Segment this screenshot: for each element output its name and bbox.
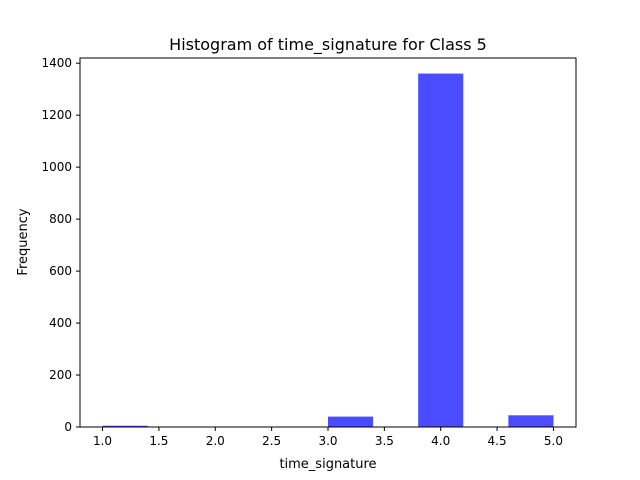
x-axis-label: time_signature (279, 457, 376, 472)
histogram-bar (102, 425, 148, 427)
y-tick-label: 1400 (41, 56, 72, 70)
y-tick-label: 400 (49, 316, 72, 330)
chart-title: Histogram of time_signature for Class 5 (169, 35, 487, 55)
y-tick-label: 0 (64, 420, 72, 434)
y-tick-label: 1200 (41, 108, 72, 122)
x-tick-label: 2.5 (262, 434, 281, 448)
bars-group (102, 73, 554, 427)
x-tick-label: 3.5 (375, 434, 394, 448)
x-tick-label: 4.0 (431, 434, 450, 448)
y-axis-label: Frequency (16, 208, 31, 275)
y-tick-label: 800 (49, 212, 72, 226)
x-tick-label: 3.0 (318, 434, 337, 448)
x-tick-label: 1.5 (149, 434, 168, 448)
x-tick-label: 5.0 (544, 434, 563, 448)
y-tick-label: 200 (49, 368, 72, 382)
plot-frame (79, 57, 577, 428)
y-tick-label: 1000 (41, 160, 72, 174)
histogram-bar (508, 415, 554, 427)
histogram-bar (328, 416, 374, 427)
x-tick-label: 2.0 (206, 434, 225, 448)
histogram-bar (418, 73, 464, 427)
x-tick-label: 4.5 (488, 434, 507, 448)
y-tick-label: 600 (49, 264, 72, 278)
y-axis-ticks: 0 200 400 600 800 1000 1200 1400 (41, 56, 80, 434)
x-tick-label: 1.0 (93, 434, 112, 448)
x-axis-ticks: 1.0 1.5 2.0 2.5 3.0 3.5 4.0 4.5 5.0 (93, 427, 563, 448)
